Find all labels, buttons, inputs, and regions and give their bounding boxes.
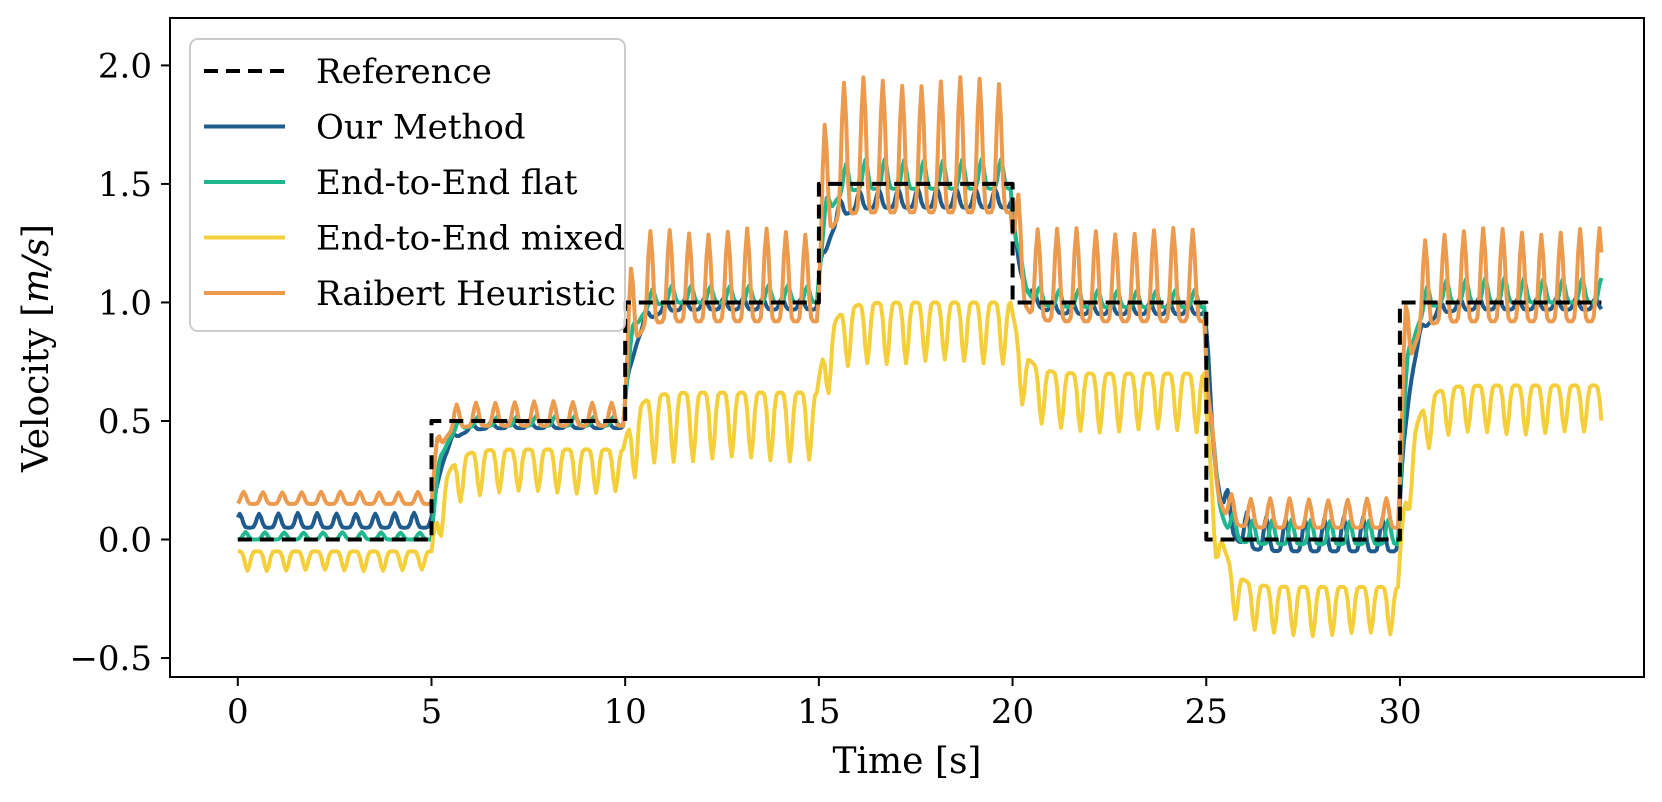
ticks-layer: 0 5 10 15 20 25 30 −0.5 0.0 0.5 1.0 1.5 2.0: [69, 46, 1421, 732]
series-line-raibert-heuristic: [236, 75, 1604, 530]
legend-label-our-method: Our Method: [316, 108, 526, 148]
y-tick-label: −0.5: [69, 639, 152, 679]
x-axis-title: Time [s]: [833, 741, 982, 782]
y-tick-label: 0.5: [98, 402, 152, 442]
legend-box: [189, 38, 626, 332]
series-layer: [236, 75, 1604, 639]
x-tick-label: 10: [604, 692, 647, 732]
x-tick-label: 15: [797, 692, 840, 732]
legend-label-reference: Reference: [316, 52, 492, 92]
x-tick-label: 0: [227, 692, 249, 732]
x-tick-label: 20: [991, 692, 1034, 732]
y-axis-title: Velocity [m/s]: [16, 224, 57, 473]
x-tick-label: 25: [1185, 692, 1228, 732]
series-line-our-method: [236, 186, 1604, 554]
y-tick-label: 1.5: [98, 165, 152, 205]
legend-label-end-to-end-mixed: End-to-End mixed: [316, 219, 625, 259]
y-tick-label: 1.0: [98, 283, 152, 323]
plot-frame: [169, 17, 1645, 678]
legend: Reference Our Method End-to-End flat End-to…: [189, 38, 626, 332]
legend-label-raibert-heuristic: Raibert Heuristic: [316, 274, 616, 314]
legend-label-end-to-end-flat: End-to-End flat: [316, 163, 578, 203]
x-tick-label: 30: [1378, 692, 1421, 732]
y-tick-label: 0.0: [98, 521, 152, 561]
series-line-end-to-end-mixed: [237, 300, 1604, 639]
x-tick-label: 5: [421, 692, 443, 732]
y-tick-label: 2.0: [98, 46, 152, 86]
